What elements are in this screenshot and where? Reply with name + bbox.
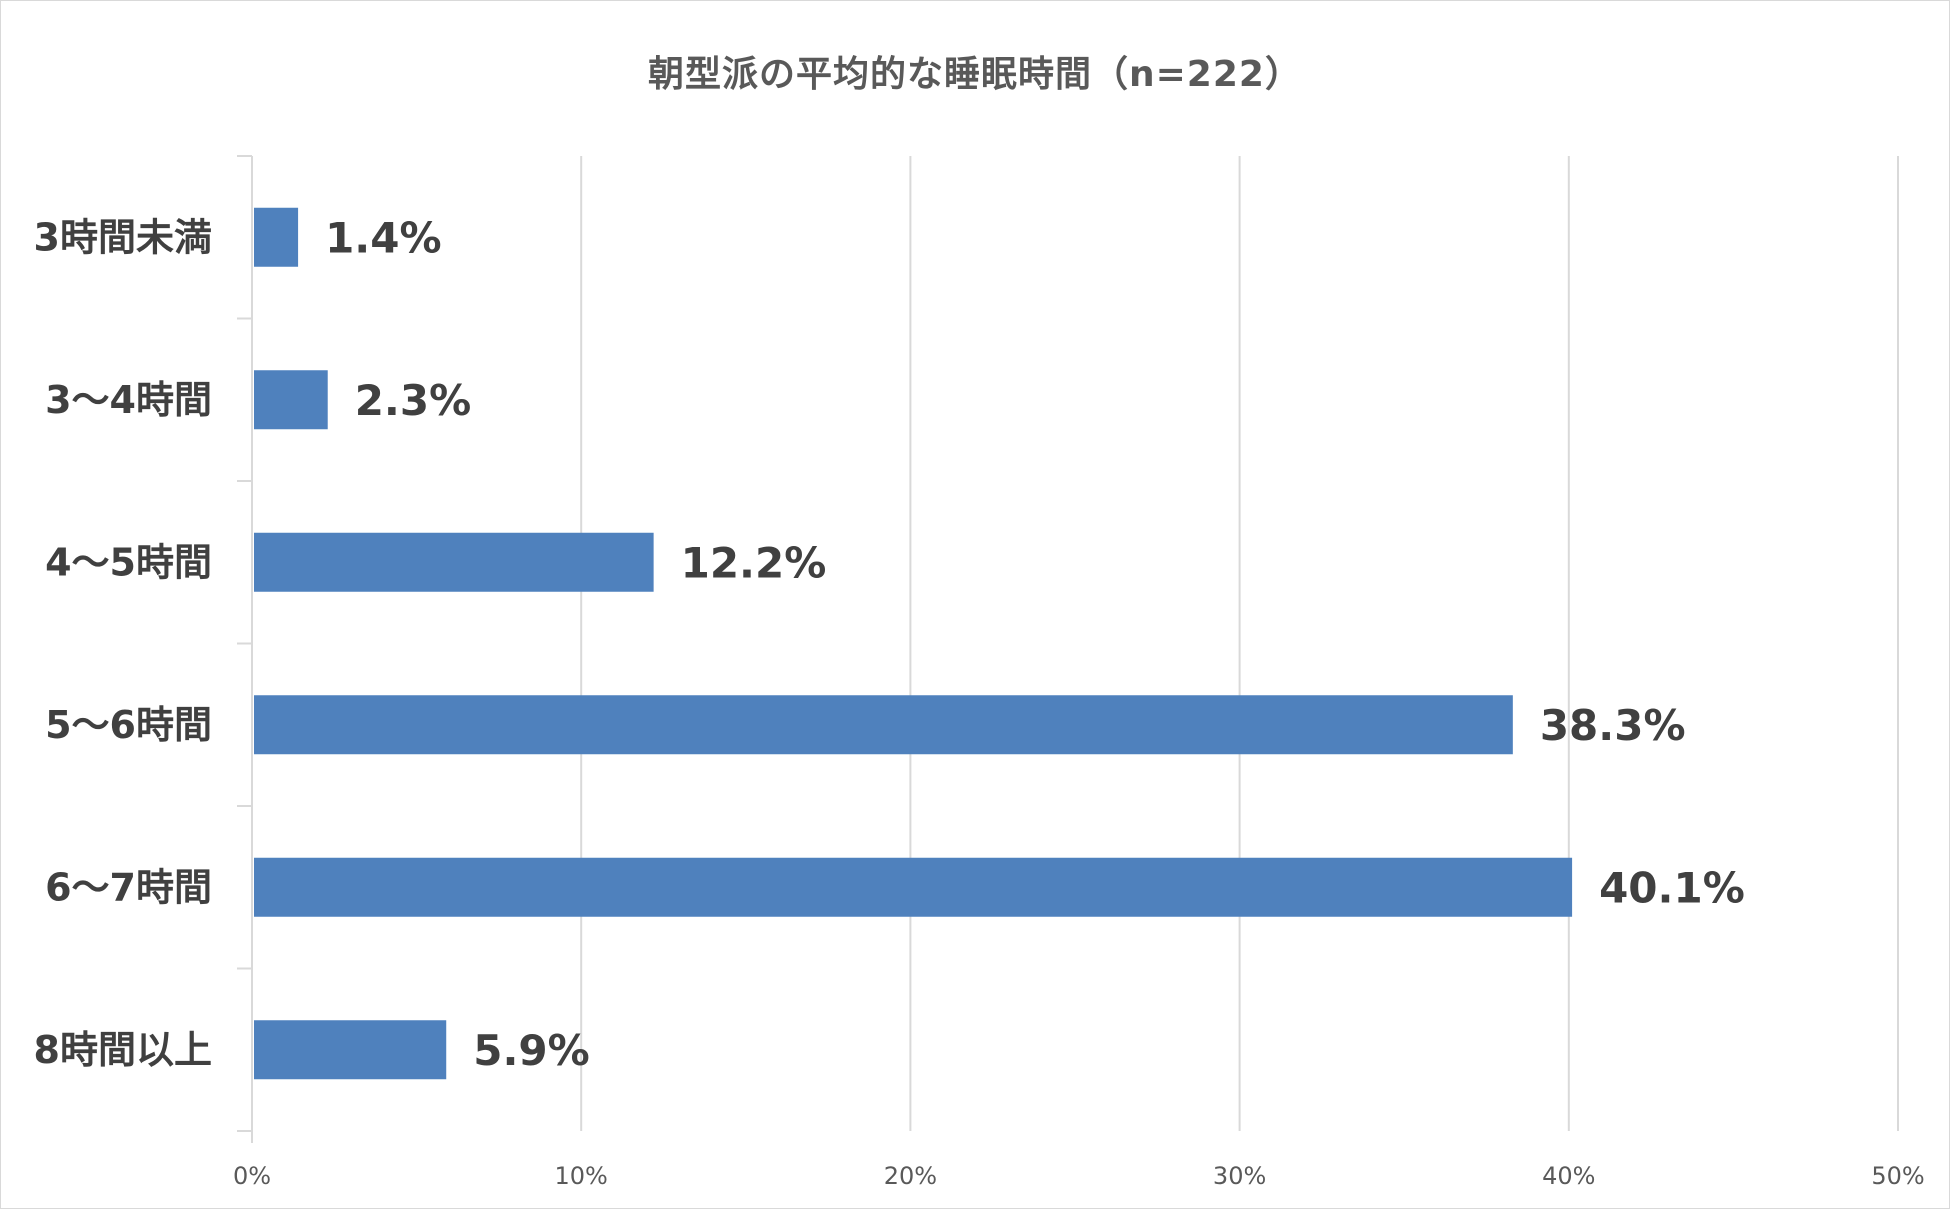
bar-6: [254, 1020, 447, 1080]
bar-3: [254, 532, 654, 592]
x-tick-label: 10%: [555, 1162, 608, 1190]
category-label: 3～4時間: [45, 378, 212, 422]
category-label: 5～6時間: [45, 703, 212, 747]
data-label: 38.3%: [1540, 701, 1686, 750]
x-tick-label: 30%: [1213, 1162, 1266, 1190]
data-label: 5.9%: [473, 1026, 589, 1075]
data-label: 2.3%: [355, 376, 471, 425]
bar-4: [254, 695, 1513, 755]
category-label: 8時間以上: [34, 1028, 212, 1072]
category-label: 6～7時間: [45, 865, 212, 909]
bar-2: [254, 370, 328, 430]
category-label: 4～5時間: [45, 540, 212, 584]
data-label: 40.1%: [1599, 863, 1745, 912]
data-label: 1.4%: [325, 213, 441, 262]
chart-title: 朝型派の平均的な睡眠時間（n=222）: [648, 54, 1302, 95]
x-tick-label: 50%: [1871, 1162, 1924, 1190]
bar-1: [254, 207, 299, 267]
x-tick-label: 0%: [233, 1162, 271, 1190]
x-tick-label: 20%: [884, 1162, 937, 1190]
category-label: 3時間未満: [34, 215, 212, 259]
bar-5: [254, 857, 1573, 917]
data-label: 12.2%: [681, 538, 827, 587]
x-tick-label: 40%: [1542, 1162, 1595, 1190]
